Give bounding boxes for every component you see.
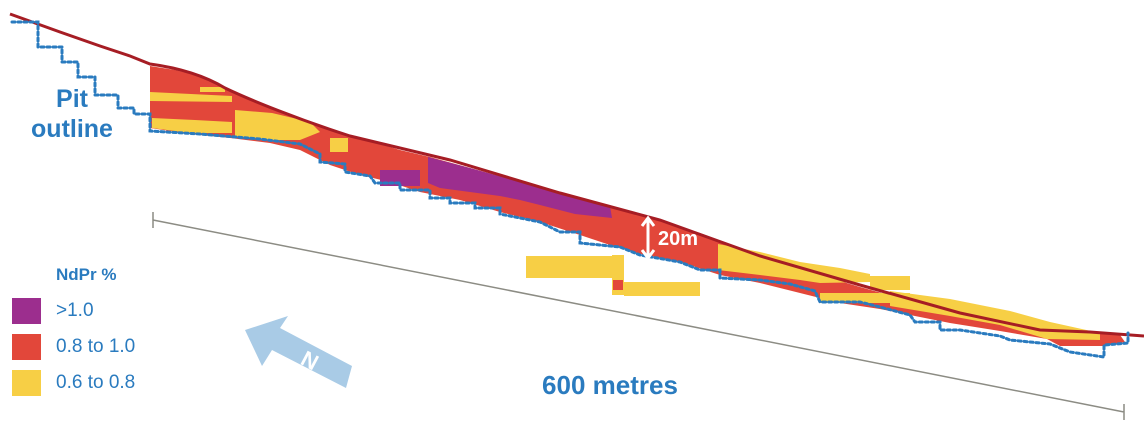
- legend-swatch-purple: [12, 298, 41, 324]
- surface-line: [9, 12, 1144, 338]
- ore-zone-yellow: [330, 138, 348, 152]
- legend-swatch-yellow: [12, 370, 41, 396]
- depth-label: 20m: [658, 228, 699, 250]
- ore-zone-purple: [428, 157, 612, 218]
- legend-item: 0.8 to 1.0: [10, 329, 210, 365]
- lower-lens-red: [613, 280, 623, 290]
- legend-label: 0.6 to 0.8: [56, 372, 136, 393]
- ore-zone-yellow: [200, 87, 225, 92]
- depth-marker-icon: [640, 215, 656, 261]
- scale-label: 600 metres: [542, 370, 678, 400]
- north-arrow-icon: N: [245, 316, 352, 388]
- legend-label: 0.8 to 1.0: [56, 336, 136, 357]
- lower-lens-yellow: [624, 282, 700, 296]
- ore-zone-yellow: [870, 276, 910, 290]
- legend-swatch-red: [12, 334, 41, 360]
- ore-zone-yellow: [820, 293, 910, 303]
- pit-outline-label: Pit outline: [22, 84, 122, 144]
- ore-zone-yellow: [152, 118, 232, 133]
- legend-title: NdPr %: [56, 265, 117, 284]
- ore-zone-red: [150, 66, 1125, 346]
- legend: NdPr % >1.0 0.8 to 1.0 0.6 to 0.8: [10, 265, 210, 401]
- pit-label-line2: outline: [31, 115, 113, 143]
- legend-item: >1.0: [10, 293, 210, 329]
- ore-zone-yellow: [890, 291, 1100, 340]
- legend-label: >1.0: [56, 300, 94, 321]
- legend-item: 0.6 to 0.8: [10, 365, 210, 401]
- scale-bar: [152, 212, 1125, 420]
- lower-lens-yellow: [526, 256, 616, 278]
- ore-zone-yellow: [150, 92, 232, 102]
- pit-label-line1: Pit: [56, 85, 88, 113]
- pit-outline: [10, 20, 1130, 359]
- ore-zone-yellow: [235, 110, 320, 140]
